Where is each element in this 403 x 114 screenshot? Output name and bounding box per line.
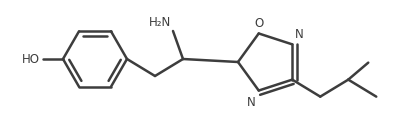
Text: N: N [247,95,256,108]
Text: N: N [295,28,304,41]
Text: HO: HO [22,53,40,66]
Text: H₂N: H₂N [149,16,171,29]
Text: O: O [254,17,263,30]
